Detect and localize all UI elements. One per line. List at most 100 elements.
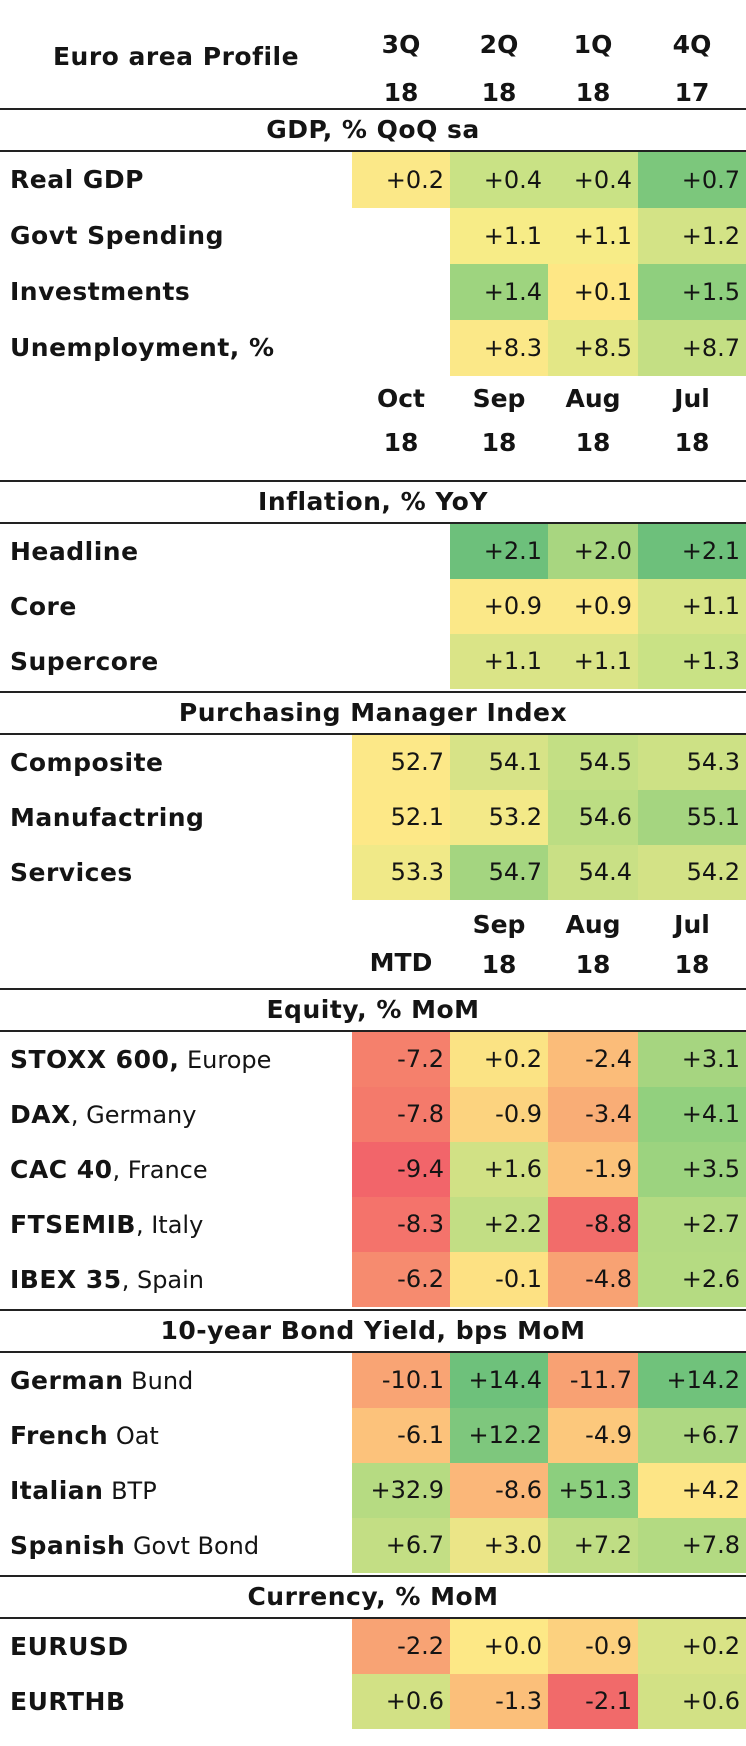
value-cell: 54.2 [638, 845, 746, 900]
value-cell: -4.9 [548, 1408, 638, 1463]
value-cell: 54.3 [638, 735, 746, 790]
value-cell: +1.3 [638, 634, 746, 689]
value-cell: 52.1 [352, 790, 450, 845]
value-cell: +1.1 [548, 634, 638, 689]
table-row: Supercore +1.1 +1.1 +1.3 [0, 634, 746, 689]
table-row: German Bund -10.1 +14.4 -11.7 +14.2 [0, 1353, 746, 1408]
value-cell: +51.3 [548, 1463, 638, 1518]
table-row: Composite 52.7 54.1 54.5 54.3 [0, 735, 746, 790]
column-header-period: 2Q [479, 30, 519, 59]
column-header-period: Oct [376, 384, 426, 413]
value-cell: -8.6 [450, 1463, 548, 1518]
row-label: EURTHB [10, 1674, 126, 1730]
column-header-year: 17 [674, 78, 710, 107]
value-cell: +8.5 [548, 320, 638, 376]
table-row: Spanish Govt Bond +6.7 +3.0 +7.2 +7.8 [0, 1518, 746, 1573]
column-header-year: 18 [575, 428, 611, 457]
value-cell: -0.9 [548, 1619, 638, 1674]
value-cell: 54.1 [450, 735, 548, 790]
column-header-year: 18 [575, 78, 611, 107]
value-cell: -9.4 [352, 1142, 450, 1197]
row-label: Investments [10, 277, 191, 306]
value-cell: +0.2 [352, 152, 450, 208]
table-row: Govt Spending +1.1 +1.1 +1.2 [0, 208, 746, 264]
value-cell [352, 634, 450, 689]
row-label: DAX, Germany [10, 1087, 196, 1143]
value-cell: 53.3 [352, 845, 450, 900]
row-label: FTSEMIB, Italy [10, 1197, 203, 1253]
value-cell: +7.8 [638, 1518, 746, 1573]
column-header-year: 18 [674, 950, 710, 979]
table-row: CAC 40, France -9.4 +1.6 -1.9 +3.5 [0, 1142, 746, 1197]
table-row: Italian BTP +32.9 -8.6 +51.3 +4.2 [0, 1463, 746, 1518]
value-cell: +2.1 [450, 524, 548, 579]
value-cell: +0.0 [450, 1619, 548, 1674]
table-row: French Oat -6.1 +12.2 -4.9 +6.7 [0, 1408, 746, 1463]
table-row: Services 53.3 54.7 54.4 54.2 [0, 845, 746, 900]
row-label: IBEX 35, Spain [10, 1252, 204, 1308]
section-heading: Inflation, % YoY [0, 480, 746, 524]
value-cell: +0.2 [450, 1032, 548, 1087]
column-header-period: Sep [472, 910, 526, 939]
row-label: CAC 40, France [10, 1142, 208, 1198]
row-label: Spanish Govt Bond [10, 1518, 259, 1574]
value-cell: +0.6 [638, 1674, 746, 1729]
value-cell: +14.2 [638, 1353, 746, 1408]
row-label-detail: BTP [103, 1477, 157, 1505]
value-cell: 53.2 [450, 790, 548, 845]
value-cell: +32.9 [352, 1463, 450, 1518]
value-cell: -8.8 [548, 1197, 638, 1252]
row-label-bold: Italian [10, 1476, 104, 1505]
row-label: Italian BTP [10, 1463, 157, 1519]
row-label-bold: EURTHB [10, 1687, 126, 1716]
value-cell: +2.7 [638, 1197, 746, 1252]
section-heading: Purchasing Manager Index [0, 691, 746, 735]
value-cell: -11.7 [548, 1353, 638, 1408]
value-cell: +4.2 [638, 1463, 746, 1518]
row-label: Unemployment, % [10, 333, 275, 362]
column-header-period: 4Q [672, 30, 712, 59]
column-header-period: 3Q [381, 30, 421, 59]
value-cell: +14.4 [450, 1353, 548, 1408]
value-cell: +6.7 [352, 1518, 450, 1573]
row-label-detail: , Germany [70, 1101, 197, 1129]
value-cell: -0.9 [450, 1087, 548, 1142]
value-cell: -4.8 [548, 1252, 638, 1307]
row-label-bold: French [10, 1421, 109, 1450]
value-cell: +0.1 [548, 264, 638, 320]
value-cell: +2.1 [638, 524, 746, 579]
column-header-period: Sep [472, 384, 526, 413]
row-label-bold: Spanish [10, 1531, 126, 1560]
table-row: EURUSD -2.2 +0.0 -0.9 +0.2 [0, 1619, 746, 1674]
value-cell: +3.5 [638, 1142, 746, 1197]
value-cell: +4.1 [638, 1087, 746, 1142]
value-cell: 54.5 [548, 735, 638, 790]
value-cell: +1.1 [450, 634, 548, 689]
row-label: Core [10, 592, 77, 621]
value-cell [352, 264, 450, 320]
row-label: Headline [10, 537, 139, 566]
column-header-period: Jul [674, 910, 710, 939]
value-cell: +2.0 [548, 524, 638, 579]
value-cell: +8.7 [638, 320, 746, 376]
value-cell: -0.1 [450, 1252, 548, 1307]
value-cell: 54.7 [450, 845, 548, 900]
value-cell: +1.4 [450, 264, 548, 320]
column-header-mtd: MTD [369, 948, 433, 977]
row-label-detail: Bund [123, 1367, 194, 1395]
value-cell: +1.2 [638, 208, 746, 264]
section-heading: Currency, % MoM [0, 1575, 746, 1619]
table-row: Investments +1.4 +0.1 +1.5 [0, 264, 746, 320]
value-cell: +1.1 [450, 208, 548, 264]
row-label-bold: CAC 40 [10, 1155, 113, 1184]
value-cell: -10.1 [352, 1353, 450, 1408]
value-cell: +3.0 [450, 1518, 548, 1573]
value-cell: +0.2 [638, 1619, 746, 1674]
row-label: Manufactring [10, 803, 205, 832]
value-cell: +0.9 [548, 579, 638, 634]
value-cell: +1.6 [450, 1142, 548, 1197]
column-header-period: Aug [565, 910, 621, 939]
column-header-year: 18 [383, 78, 419, 107]
table-row: EURTHB +0.6 -1.3 -2.1 +0.6 [0, 1674, 746, 1729]
table-row: Headline +2.1 +2.0 +2.1 [0, 524, 746, 579]
